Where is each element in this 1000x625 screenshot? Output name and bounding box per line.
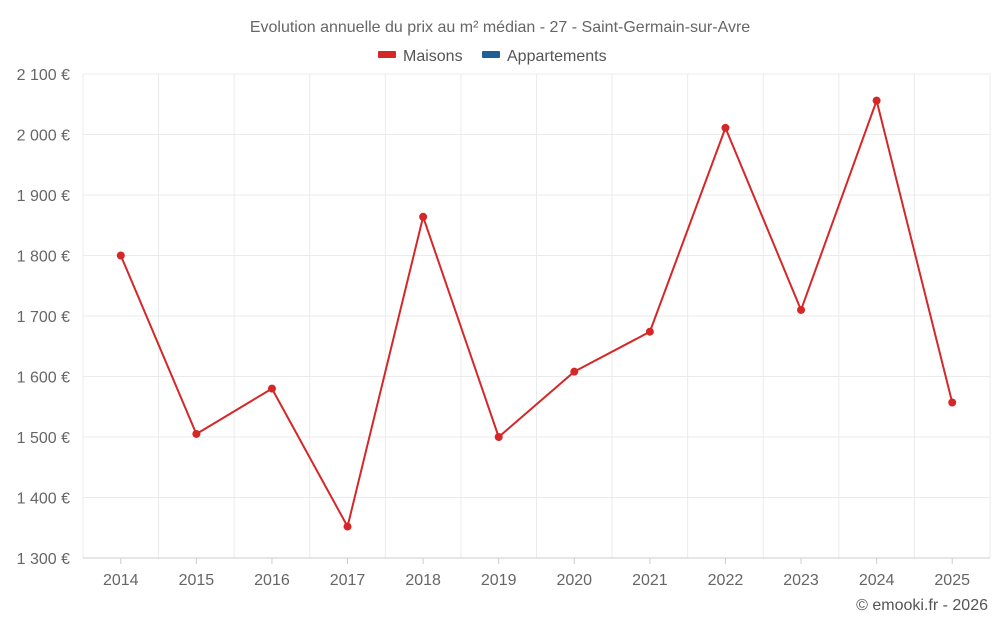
data-point-maisons-2022[interactable] [721, 123, 730, 132]
y-tick-label: 1 300 € [17, 551, 70, 568]
y-tick-label: 1 600 € [17, 370, 70, 387]
x-tick-label: 2014 [103, 572, 139, 589]
data-point-maisons-2025[interactable] [948, 398, 957, 407]
x-tick-label: 2019 [481, 572, 517, 589]
y-axis: 1 300 € 1 400 € 1 500 € 1 600 € 1 700 € 1 800… [17, 67, 70, 568]
y-tick-label: 2 000 € [17, 128, 70, 145]
x-tick-label: 2017 [330, 572, 366, 589]
legend-swatch-maisons [378, 51, 396, 58]
x-axis: 2014 2015 2016 2017 2018 2019 2020 2021 2022 2023… [83, 557, 990, 589]
x-tick-label: 2015 [179, 572, 215, 589]
legend-item-appartements[interactable]: Appartements [482, 48, 607, 65]
data-point-maisons-2017[interactable] [343, 522, 352, 531]
legend-item-maisons[interactable]: Maisons [378, 48, 463, 65]
data-point-maisons-2024[interactable] [872, 96, 881, 105]
credit-text: © emooki.fr - 2026 [856, 597, 988, 614]
legend-label-maisons: Maisons [403, 48, 463, 65]
y-tick-label: 1 500 € [17, 430, 70, 447]
grid [82, 73, 991, 559]
series-maisons [116, 96, 957, 531]
x-tick-label: 2024 [859, 572, 895, 589]
x-tick-label: 2018 [405, 572, 441, 589]
legend-swatch-appartements [482, 51, 500, 58]
data-point-maisons-2015[interactable] [192, 429, 201, 438]
data-point-maisons-2016[interactable] [267, 384, 276, 393]
y-tick-label: 2 100 € [17, 67, 70, 84]
data-point-maisons-2019[interactable] [494, 433, 503, 441]
y-tick-label: 1 800 € [17, 249, 70, 266]
legend-label-appartements: Appartements [507, 48, 607, 65]
data-point-maisons-2014[interactable] [116, 251, 125, 260]
y-tick-label: 1 400 € [17, 491, 70, 508]
y-tick-label: 1 700 € [17, 309, 70, 326]
legend[interactable]: Maisons Appartements [378, 48, 607, 65]
x-tick-label: 2020 [556, 572, 592, 589]
x-tick-label: 2021 [632, 572, 668, 589]
series-line-maisons [119, 99, 954, 528]
data-point-maisons-2020[interactable] [570, 367, 579, 376]
x-tick-label: 2025 [934, 572, 970, 589]
x-tick-label: 2023 [783, 572, 819, 589]
x-tick-label: 2016 [254, 572, 290, 589]
x-tick-label: 2022 [708, 572, 744, 589]
y-tick-label: 1 900 € [17, 188, 70, 205]
data-point-maisons-2023[interactable] [797, 305, 806, 314]
chart-title: Evolution annuelle du prix au m² médian … [250, 19, 750, 36]
data-point-maisons-2018[interactable] [419, 212, 428, 221]
data-point-maisons-2021[interactable] [645, 327, 654, 336]
